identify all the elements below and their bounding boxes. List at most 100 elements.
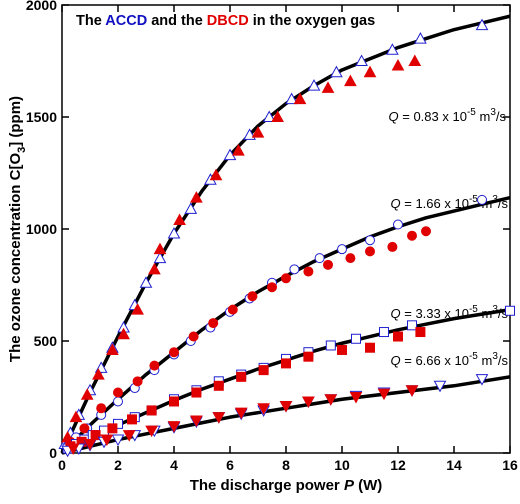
data-point: [365, 342, 375, 353]
data-point: [407, 320, 417, 331]
x-tick-label: 16: [502, 457, 518, 473]
data-point: [303, 266, 314, 277]
data-point: [307, 79, 321, 91]
y-axis-label-part: The ozone concentration C[O: [7, 153, 24, 363]
data-point: [139, 276, 153, 288]
annotation-part: /s: [498, 196, 509, 211]
data-point: [477, 194, 487, 205]
data-point: [153, 251, 167, 264]
data-point: [227, 304, 238, 315]
x-tick-label: 4: [170, 457, 178, 473]
data-point: [131, 303, 144, 315]
data-point: [236, 371, 247, 382]
x-tick-label: 6: [226, 457, 234, 473]
data-point: [247, 291, 258, 302]
annotation-part: 3: [492, 304, 498, 315]
data-point: [414, 32, 427, 44]
data-point: [349, 392, 363, 404]
annotation-part: = 1.66 x 10: [401, 196, 469, 211]
title-part: The: [76, 13, 105, 29]
title-part: DBCD: [207, 13, 249, 29]
data-point: [257, 403, 270, 415]
data-point: [190, 191, 203, 203]
y-axis-label-part: ] (ppm): [7, 96, 24, 147]
data-point: [337, 244, 347, 255]
data-point: [167, 226, 181, 239]
data-point: [386, 43, 399, 55]
annotation-part: Q: [391, 306, 401, 321]
data-point: [173, 213, 186, 226]
data-point: [289, 264, 300, 275]
data-point: [148, 262, 161, 275]
title-part: and the: [147, 13, 207, 29]
annotation-part: Q: [391, 353, 401, 368]
data-point: [92, 368, 105, 380]
data-point: [113, 387, 123, 398]
annotation-part: Q: [391, 196, 401, 211]
annotation-part: -5: [469, 304, 478, 315]
data-point: [169, 396, 179, 407]
data-point: [213, 380, 224, 391]
y-tick-label: 2000: [26, 0, 57, 13]
data-point: [132, 376, 143, 387]
data-point: [323, 259, 333, 270]
x-axis-label: The discharge power P (W): [190, 477, 383, 494]
data-point: [66, 443, 80, 456]
x-axis-label-part: The discharge power: [190, 477, 344, 494]
data-point: [408, 54, 422, 66]
data-point: [355, 54, 368, 66]
data-point: [106, 343, 119, 355]
data-point: [167, 421, 181, 433]
data-point: [122, 430, 136, 442]
annotation-part: -5: [467, 107, 476, 118]
annotation-part: m: [478, 353, 492, 368]
data-point: [83, 439, 97, 451]
x-tick-label: 10: [334, 457, 350, 473]
data-point: [145, 425, 158, 438]
data-point: [184, 202, 198, 214]
data-point: [351, 333, 361, 344]
data-point: [209, 168, 223, 181]
x-axis-label-part: (W): [354, 477, 382, 494]
data-point: [169, 347, 179, 358]
data-point: [391, 58, 405, 71]
data-point: [69, 410, 83, 423]
x-tick-label: 0: [58, 457, 66, 473]
data-point: [111, 434, 125, 447]
annotation-part: /s: [498, 353, 509, 368]
data-point: [475, 18, 489, 31]
annotation-part: 3: [490, 107, 496, 118]
title-part: in the oxygen gas: [249, 13, 376, 29]
data-point: [232, 144, 245, 156]
data-point: [321, 81, 335, 93]
data-point: [79, 423, 90, 434]
data-point: [302, 396, 315, 409]
data-point: [107, 423, 118, 434]
data-point: [505, 305, 515, 316]
data-point: [314, 253, 325, 264]
data-point: [303, 351, 314, 362]
data-point: [149, 360, 160, 371]
data-point: [208, 318, 219, 329]
data-point: [234, 407, 248, 420]
data-point: [293, 92, 307, 105]
data-point: [433, 380, 447, 393]
data-point: [285, 92, 298, 105]
x-tick-label: 8: [282, 457, 290, 473]
data-point: [393, 219, 403, 230]
annotation-part: -5: [469, 194, 478, 205]
data-point: [325, 340, 336, 351]
data-point: [99, 425, 109, 436]
data-point: [363, 65, 377, 78]
data-point: [365, 246, 375, 257]
y-tick-label: 1000: [26, 221, 57, 237]
data-point: [271, 110, 284, 122]
x-tick-label: 2: [114, 457, 122, 473]
data-point: [262, 110, 276, 122]
data-point: [405, 385, 419, 397]
data-point: [212, 412, 226, 424]
data-point: [387, 241, 398, 252]
data-point: [96, 403, 107, 414]
annotation-part: /s: [498, 306, 509, 321]
data-point: [281, 358, 291, 369]
